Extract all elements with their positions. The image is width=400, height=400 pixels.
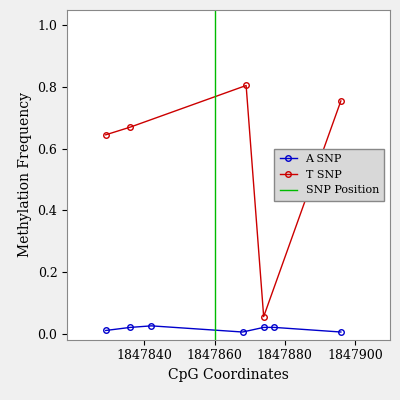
A SNP	[338, 330, 343, 334]
T SNP	[128, 125, 133, 130]
Legend: A SNP, T SNP, SNP Position: A SNP, T SNP, SNP Position	[274, 149, 384, 201]
A SNP	[103, 328, 108, 333]
A SNP	[272, 325, 276, 330]
Y-axis label: Methylation Frequency: Methylation Frequency	[18, 92, 32, 257]
Line: T SNP: T SNP	[103, 83, 344, 319]
T SNP	[103, 132, 108, 137]
A SNP	[149, 324, 154, 328]
A SNP	[261, 325, 266, 330]
T SNP	[244, 83, 248, 88]
X-axis label: CpG Coordinates: CpG Coordinates	[168, 368, 289, 382]
A SNP	[128, 325, 133, 330]
Line: A SNP: A SNP	[103, 323, 344, 335]
T SNP	[338, 98, 343, 103]
A SNP	[240, 330, 245, 334]
T SNP	[261, 314, 266, 319]
